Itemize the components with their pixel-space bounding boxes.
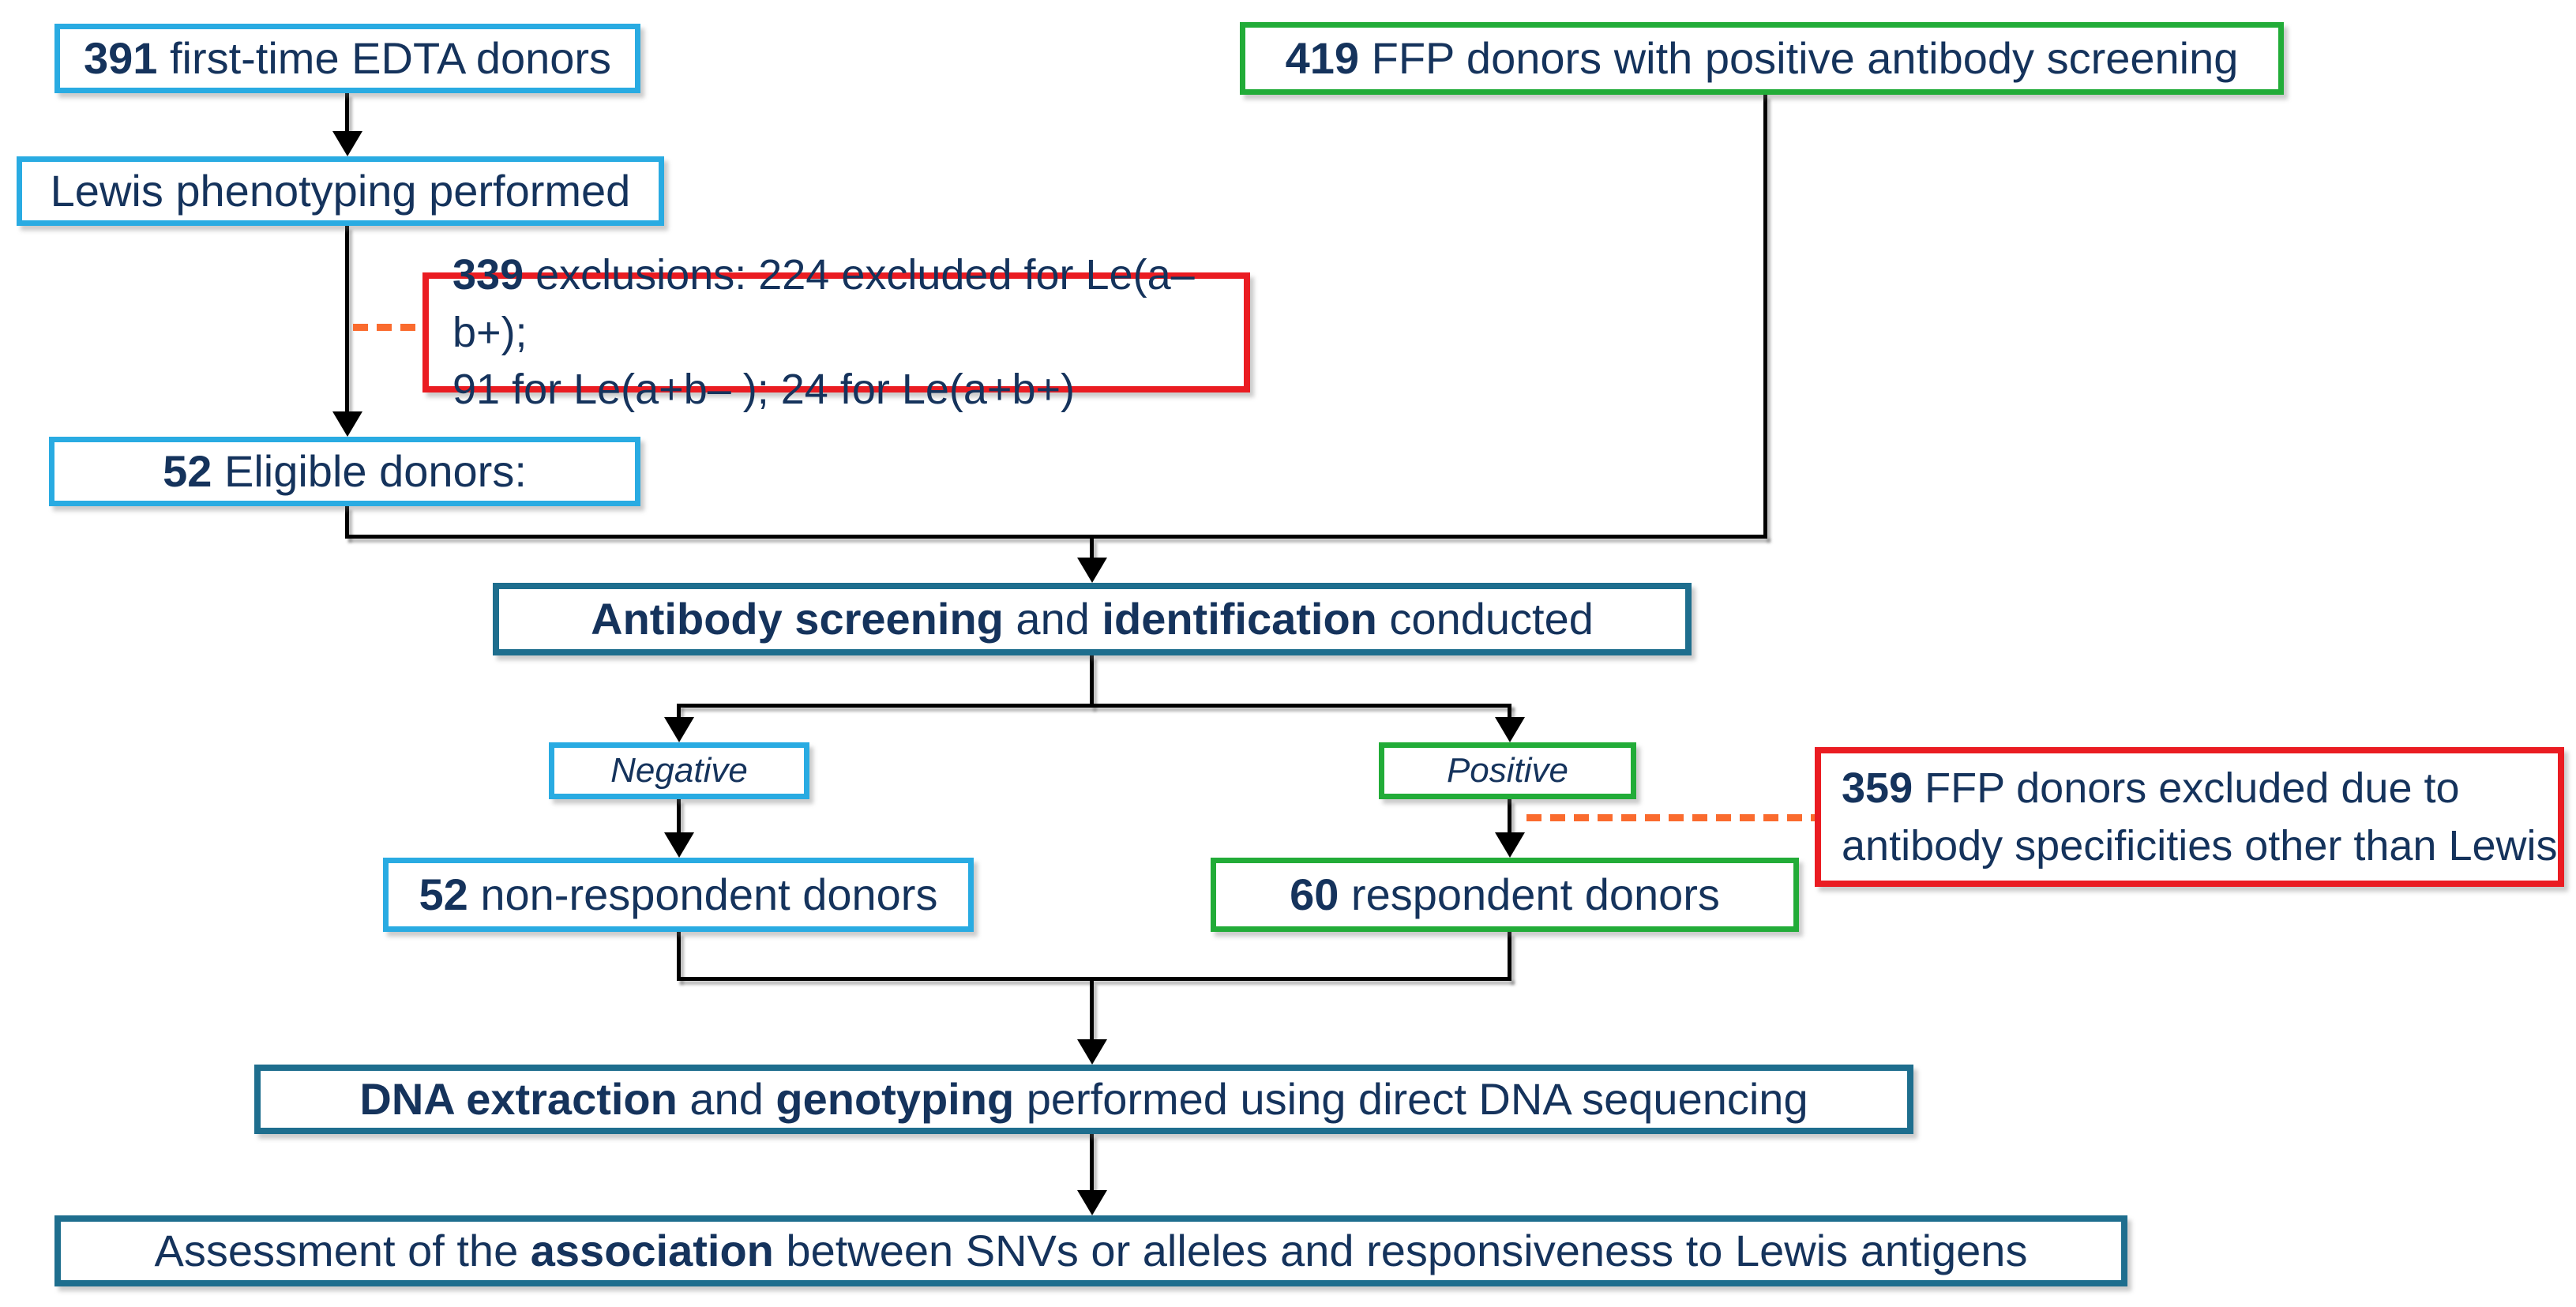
connector-negative-to-nonrespondent <box>677 799 681 834</box>
connector-ffp-down <box>1763 95 1767 539</box>
eligible-donors-text: 52 Eligible donors: <box>163 446 527 497</box>
positive-label-text: Positive <box>1446 750 1569 790</box>
connector-positive-to-respondent <box>1508 799 1511 834</box>
lewis-phenotyping-text: Lewis phenotyping performed <box>50 166 631 216</box>
arrowhead-respondent <box>1495 832 1525 858</box>
box-negative-label: Negative <box>549 742 809 799</box>
connector-merge2-horizontal <box>677 977 1511 981</box>
box-non-respondent-donors: 52 non-respondent donors <box>383 858 974 932</box>
box-exclusions-ffp: 359 FFP donors excluded due to antibody … <box>1815 747 2564 887</box>
arrowhead-nonrespondent <box>664 832 694 858</box>
connector-dna-to-assessment <box>1090 1134 1094 1192</box>
box-positive-label: Positive <box>1379 742 1636 799</box>
connector-branch-horizontal <box>677 704 1511 708</box>
respondent-donors-text: 60 respondent donors <box>1290 869 1720 920</box>
dashed-connector-ffp-exclusions <box>1526 814 1815 821</box>
exclusions-ffp-line2: antibody specificities other than Lewis <box>1842 821 2558 869</box>
box-assessment: Assessment of the association between SN… <box>54 1215 2127 1286</box>
connector-nonrespondent-down <box>677 932 681 981</box>
connector-branch-to-negative <box>677 704 681 721</box>
negative-label-text: Negative <box>610 750 748 790</box>
arrowhead-assessment <box>1077 1190 1107 1215</box>
assessment-text: Assessment of the association between SN… <box>154 1226 2028 1276</box>
dna-genotyping-text: DNA extraction and genotyping performed … <box>359 1074 1808 1125</box>
box-ffp-donors: 419 FFP donors with positive antibody sc… <box>1240 22 2284 95</box>
connector-eligible-down <box>345 506 349 539</box>
arrowhead-positive <box>1495 717 1525 742</box>
exclusions-phenotyping-line2: 91 for Le(a+b– ); 24 for Le(a+b+) <box>452 366 1076 414</box>
box-respondent-donors: 60 respondent donors <box>1211 858 1799 932</box>
connector-merge1-to-antibody <box>1090 539 1094 561</box>
connector-merge2-to-dna <box>1090 981 1094 1041</box>
arrowhead-eligible <box>332 411 362 437</box>
box-edta-donors: 391 first-time EDTA donors <box>54 24 640 93</box>
box-lewis-phenotyping: Lewis phenotyping performed <box>17 156 664 226</box>
connector-lewis-to-eligible <box>345 226 349 414</box>
ffp-donors-text: 419 FFP donors with positive antibody sc… <box>1285 33 2239 84</box>
connector-antibody-down <box>1090 655 1094 708</box>
non-respondent-donors-text: 52 non-respondent donors <box>419 869 938 920</box>
arrowhead-negative <box>664 717 694 742</box>
box-eligible-donors: 52 Eligible donors: <box>49 437 640 506</box>
connector-branch-to-positive <box>1508 704 1511 721</box>
box-dna-genotyping: DNA extraction and genotyping performed … <box>254 1065 1913 1134</box>
dashed-connector-phenotype-exclusions <box>353 324 424 331</box>
arrowhead-lewis <box>332 131 362 156</box>
exclusions-phenotyping-line1: 339 exclusions: 224 excluded for Le(a– b… <box>452 251 1195 356</box>
arrowhead-antibody <box>1077 558 1107 583</box>
connector-respondent-down <box>1508 932 1511 981</box>
exclusions-ffp-line1: 359 FFP donors excluded due to <box>1842 764 2460 813</box>
connector-edta-to-lewis <box>345 93 349 136</box>
edta-donors-text: 391 first-time EDTA donors <box>83 33 612 84</box>
connector-merge1-horizontal <box>345 535 1767 539</box>
antibody-screening-text: Antibody screening and identification co… <box>591 594 1594 644</box>
box-exclusions-phenotyping: 339 exclusions: 224 excluded for Le(a– b… <box>422 251 1250 413</box>
arrowhead-dna <box>1077 1039 1107 1065</box>
box-antibody-screening: Antibody screening and identification co… <box>493 583 1692 655</box>
